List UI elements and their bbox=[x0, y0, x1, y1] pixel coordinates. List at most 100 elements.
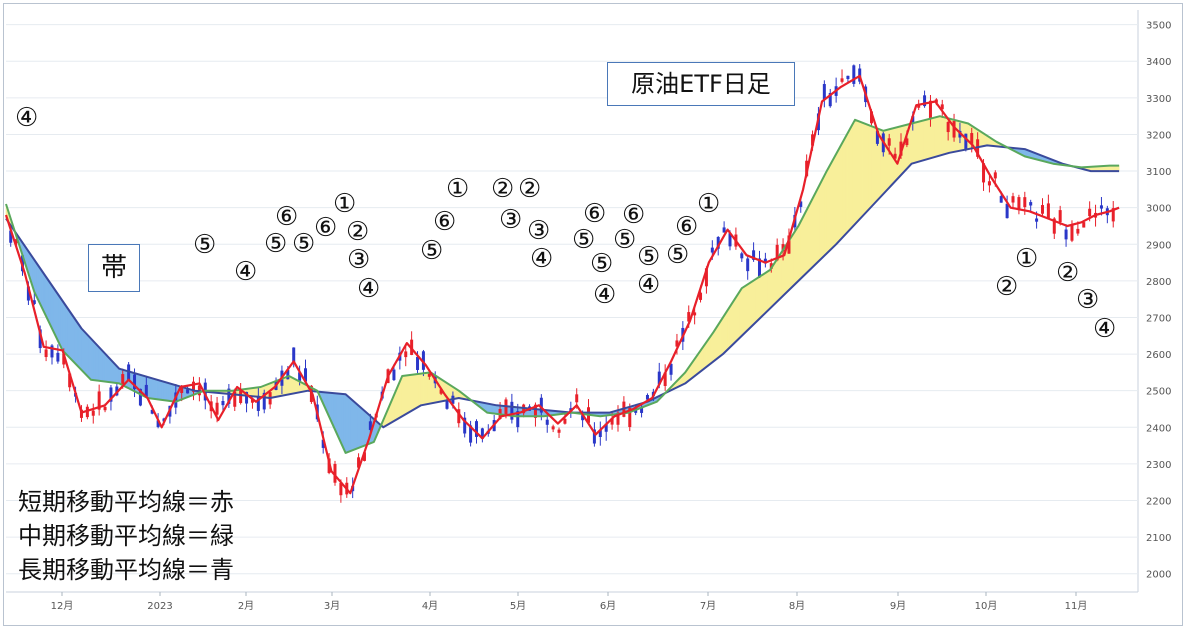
band-segment bbox=[916, 121, 919, 163]
x-tick-label: 6月 bbox=[600, 600, 616, 612]
band-segment bbox=[758, 275, 761, 321]
band-segment bbox=[840, 141, 844, 240]
band-segment bbox=[154, 378, 158, 400]
wave-annotation: ④ bbox=[15, 103, 39, 133]
band-segment bbox=[71, 313, 75, 364]
band-segment bbox=[812, 193, 816, 268]
candle-body bbox=[1052, 218, 1056, 234]
band-segment bbox=[729, 301, 733, 348]
candle-body bbox=[463, 417, 467, 434]
band-segment bbox=[161, 380, 165, 401]
band-segment bbox=[765, 270, 769, 314]
candle-body bbox=[156, 420, 160, 428]
candle-body bbox=[716, 236, 720, 249]
candles bbox=[9, 64, 1115, 503]
band-segment bbox=[734, 294, 738, 344]
band-segment bbox=[717, 320, 721, 359]
band-segment bbox=[118, 368, 122, 386]
y-tick-label: 2400 bbox=[1146, 423, 1171, 434]
band-segment bbox=[293, 377, 297, 394]
wave-annotation: ⑥ bbox=[583, 199, 607, 229]
y-tick-label: 2800 bbox=[1146, 277, 1171, 288]
wave-annotation: ⑤ bbox=[193, 230, 217, 260]
band-segment bbox=[170, 383, 174, 402]
band-segment bbox=[941, 116, 945, 156]
candle-body bbox=[1111, 208, 1115, 222]
band-segment bbox=[151, 377, 155, 400]
y-tick-label: 3400 bbox=[1146, 57, 1171, 68]
candle-body bbox=[1029, 202, 1033, 206]
wave-annotation: ④ bbox=[234, 257, 258, 287]
wave-annotation: ① bbox=[333, 189, 357, 219]
candle-body bbox=[1040, 205, 1044, 214]
x-tick-label: 11月 bbox=[1065, 600, 1088, 612]
band-segment bbox=[57, 293, 61, 346]
candle-body bbox=[557, 429, 561, 433]
candle-body bbox=[545, 419, 549, 425]
band-segment bbox=[67, 306, 70, 359]
long-ma-line bbox=[5, 144, 1120, 429]
band-segment bbox=[864, 123, 868, 215]
candle-body bbox=[722, 227, 726, 233]
wave-annotation: ⑥ bbox=[622, 200, 646, 230]
candle-body bbox=[928, 100, 932, 120]
candle-body bbox=[292, 347, 296, 363]
candle-body bbox=[457, 409, 461, 424]
band-segment bbox=[413, 373, 417, 410]
wave-annotation: ③ bbox=[527, 216, 551, 246]
candle-body bbox=[940, 104, 944, 110]
candle-body bbox=[250, 399, 254, 403]
band-segment bbox=[350, 397, 353, 452]
candle-body bbox=[68, 373, 72, 388]
candle-body bbox=[1076, 228, 1080, 234]
band-segment bbox=[798, 221, 802, 282]
candle-body bbox=[392, 369, 396, 381]
candle-body bbox=[44, 349, 48, 358]
candle-body bbox=[787, 235, 791, 254]
band-segment bbox=[500, 405, 504, 416]
wave-annotation: ③ bbox=[499, 205, 523, 235]
x-tick-label: 2月 bbox=[238, 600, 254, 612]
candle-body bbox=[982, 163, 986, 183]
candle-body bbox=[905, 138, 909, 146]
band-segment bbox=[925, 118, 929, 161]
candle-body bbox=[993, 172, 997, 179]
band-segment bbox=[826, 166, 830, 255]
candle-body bbox=[999, 196, 1003, 203]
candle-body bbox=[769, 263, 773, 269]
candle-body bbox=[1011, 196, 1015, 203]
wave-annotation: ⑤ bbox=[613, 225, 637, 255]
candle-body bbox=[233, 391, 237, 407]
candle-body bbox=[740, 253, 744, 259]
x-tick-label: 2023 bbox=[147, 601, 172, 612]
band-segment bbox=[873, 126, 877, 205]
band-segment bbox=[78, 324, 82, 371]
band-segment bbox=[81, 327, 85, 374]
candle-body bbox=[1058, 210, 1062, 223]
band-segment bbox=[849, 123, 853, 230]
candle-body bbox=[439, 389, 443, 394]
band-segment bbox=[937, 115, 941, 157]
wave-annotation: ⑤ bbox=[572, 225, 596, 255]
candle-body bbox=[368, 421, 372, 430]
candle-body bbox=[333, 463, 337, 483]
band-segment bbox=[76, 320, 80, 369]
band-segment bbox=[357, 403, 361, 449]
band-segment bbox=[147, 376, 151, 399]
band-segment bbox=[923, 119, 927, 161]
band-segment bbox=[868, 124, 872, 210]
band-segment bbox=[795, 224, 799, 284]
band-segment bbox=[967, 122, 971, 150]
mid-ma-line bbox=[5, 115, 1120, 454]
band-segment bbox=[361, 408, 365, 447]
candle-body bbox=[321, 439, 325, 448]
candle-body bbox=[592, 429, 596, 444]
candle-body bbox=[191, 381, 195, 392]
band-segment bbox=[338, 393, 342, 443]
band-segment bbox=[809, 198, 813, 271]
candle-body bbox=[870, 111, 874, 124]
candle-body bbox=[404, 351, 408, 358]
candle-body bbox=[469, 425, 473, 443]
band-segment bbox=[772, 261, 776, 307]
candle-body bbox=[38, 329, 42, 349]
